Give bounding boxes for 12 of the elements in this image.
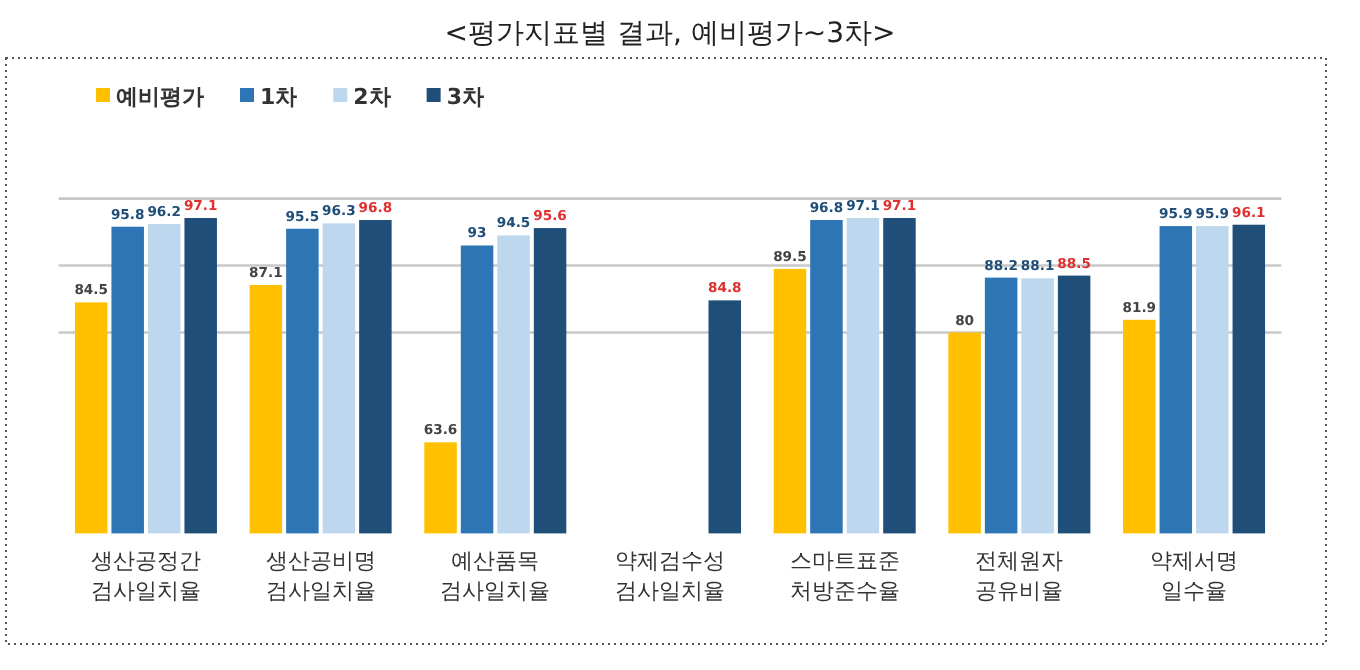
legend-label: 2차 [353,84,391,110]
x-tick-label: 약제검수성 검사일치율 [615,548,725,604]
legend-label: 예비평가 [116,84,204,110]
legend-label: 3차 [446,84,484,110]
x-tick-label: 생산공정간 검사일치율 [90,548,201,604]
legend-label: 1차 [260,84,298,110]
x-tick-label: 약제서명 일수율 [1150,548,1239,604]
x-tick-label: 스마트표준 처방준수율 [789,548,900,604]
x-tick-label: 생산공비명 검사일치율 [265,548,376,604]
chart-title: <평가지표별 결과, 예비평가~3차> [444,18,896,50]
x-tick-label: 예산품목 검사일치율 [440,548,551,604]
x-tick-label: 전체원자 공유비율 [975,548,1064,604]
